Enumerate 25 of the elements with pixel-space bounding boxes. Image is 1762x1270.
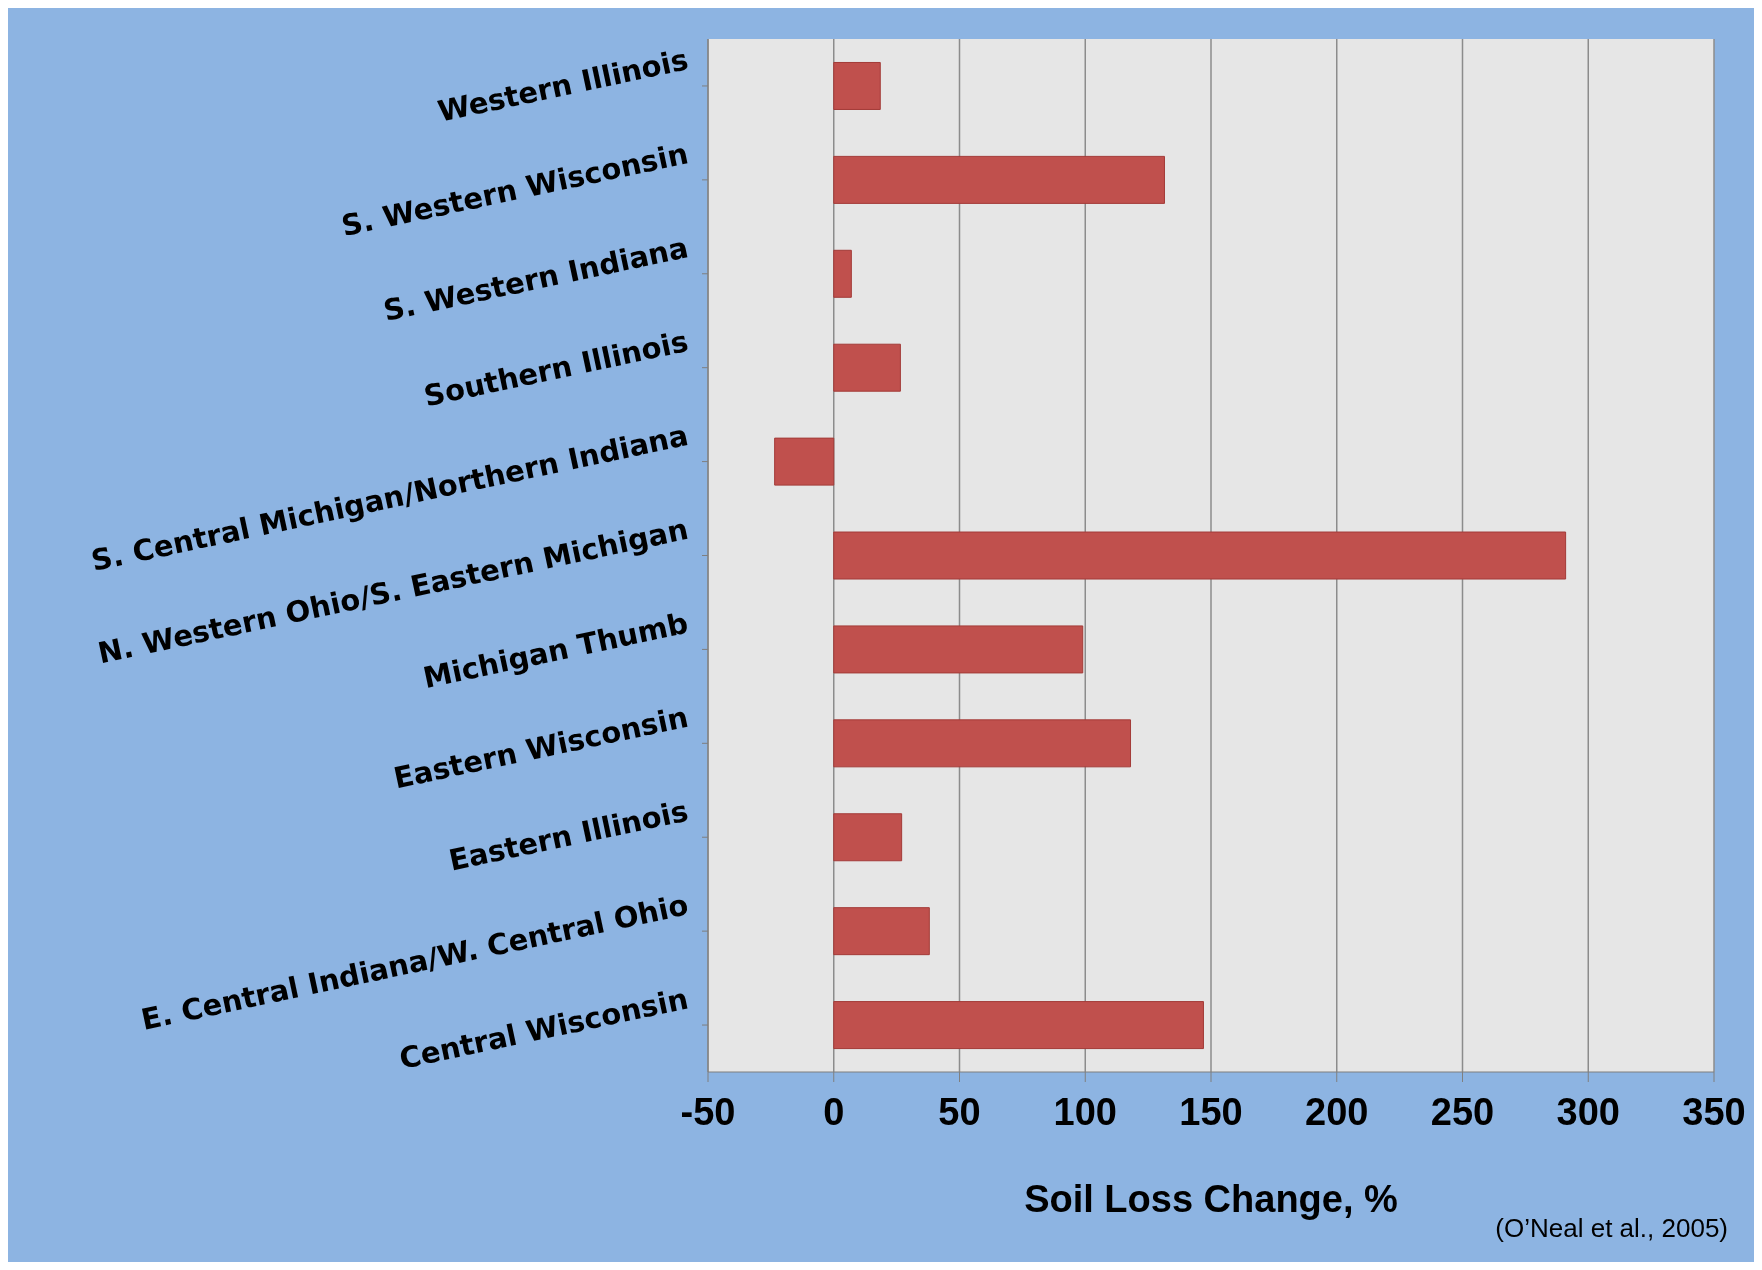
bar <box>833 531 1567 580</box>
x-tick-label: 350 <box>1682 1090 1746 1133</box>
x-tick-label: 100 <box>1053 1090 1117 1133</box>
x-tick-label: 0 <box>823 1090 845 1133</box>
x-tick-label: 200 <box>1305 1090 1369 1133</box>
bar <box>833 719 1132 768</box>
x-tick-label: 300 <box>1556 1090 1620 1133</box>
y-tick-label: Michigan Thumb <box>420 605 692 696</box>
x-tick-label: 50 <box>938 1090 981 1133</box>
bar <box>833 813 903 862</box>
x-tick-label: 250 <box>1430 1090 1495 1133</box>
bar <box>833 907 930 956</box>
bar <box>833 155 1165 204</box>
x-tick-label: 150 <box>1179 1090 1243 1133</box>
text: (O’Neal et al., 2005) <box>1495 1213 1728 1244</box>
bar <box>833 625 1084 674</box>
bar <box>833 1001 1204 1050</box>
bar <box>833 249 852 298</box>
x-tick-label: -50 <box>680 1090 736 1133</box>
bar <box>833 61 881 110</box>
y-tick-label: Western Illinois <box>434 42 692 129</box>
y-tick-label: Eastern Illinois <box>445 793 692 878</box>
bar <box>774 437 835 486</box>
x-axis-title: Soil Loss Change, % <box>1024 1178 1398 1220</box>
bar <box>833 343 901 392</box>
